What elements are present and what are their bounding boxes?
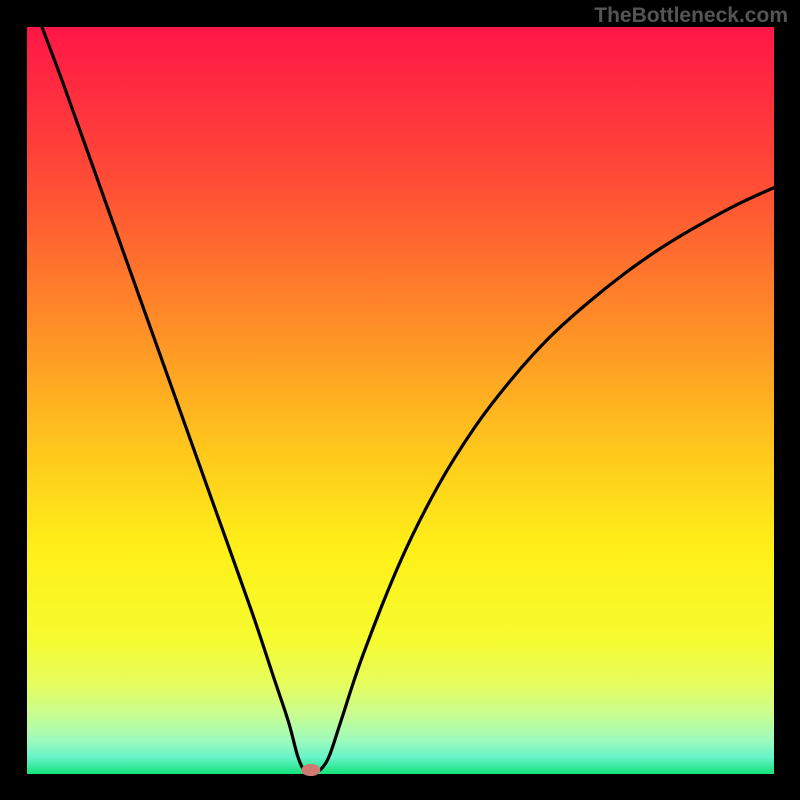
optimum-marker — [301, 764, 320, 776]
bottleneck-curve — [27, 27, 774, 774]
curve-path — [42, 27, 774, 773]
plot-area — [27, 27, 774, 774]
watermark-text: TheBottleneck.com — [594, 4, 788, 28]
chart-frame: TheBottleneck.com — [0, 0, 800, 800]
